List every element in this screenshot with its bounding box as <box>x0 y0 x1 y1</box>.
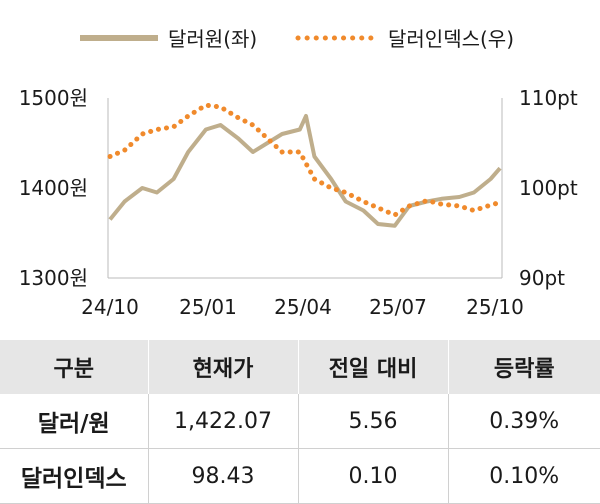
cell-change: 0.10 <box>298 448 449 504</box>
header-change: 전일 대비 <box>298 340 449 394</box>
right-tick-label: 110pt <box>519 86 578 110</box>
fx-summary-table: 구분 현재가 전일 대비 등락률 달러/원 1,422.07 5.56 0.39… <box>0 340 600 504</box>
cell-current-price: 1,422.07 <box>148 394 299 449</box>
series-line-usdkrw <box>108 114 502 228</box>
left-tick-label: 1500원 <box>19 86 88 110</box>
cell-change-rate: 0.10% <box>448 448 600 504</box>
series-line-dollar-index <box>107 102 503 218</box>
cell-change-rate: 0.39% <box>448 394 600 449</box>
table-header-row: 구분 현재가 전일 대비 등락률 <box>0 340 600 394</box>
legend-label-dxy: 달러인덱스(우) <box>388 27 514 51</box>
row-label: 달러/원 <box>0 394 149 449</box>
x-tick-label: 25/04 <box>274 295 332 319</box>
left-tick-label: 1400원 <box>19 176 88 200</box>
left-tick-label: 1300원 <box>19 266 88 290</box>
table-row: 달러/원 1,422.07 5.56 0.39% <box>0 394 600 449</box>
x-tick-label: 25/07 <box>369 295 427 319</box>
x-tick-label: 25/10 <box>466 295 524 319</box>
header-category: 구분 <box>0 340 149 394</box>
row-label: 달러인덱스 <box>0 448 149 504</box>
cell-change: 5.56 <box>298 394 449 449</box>
x-tick-label: 24/10 <box>81 295 139 319</box>
plot-area <box>107 102 503 228</box>
right-tick-label: 100pt <box>519 176 578 200</box>
header-change-rate: 등락률 <box>448 340 600 394</box>
legend-label-usdkrw: 달러원(좌) <box>168 27 257 51</box>
x-tick-label: 25/01 <box>179 295 237 319</box>
axes: 1500원 1400원 1300원 110pt 100pt 90pt 24/10… <box>19 86 578 319</box>
cell-current-price: 98.43 <box>148 448 299 504</box>
header-current-price: 현재가 <box>148 340 299 394</box>
table-row: 달러인덱스 98.43 0.10 0.10% <box>0 448 600 504</box>
legend: 달러원(좌) 달러인덱스(우) <box>80 27 514 51</box>
right-tick-label: 90pt <box>519 266 565 290</box>
exchange-rate-chart: 달러원(좌) 달러인덱스(우) 1500원 1400원 1300원 110pt … <box>19 27 578 319</box>
